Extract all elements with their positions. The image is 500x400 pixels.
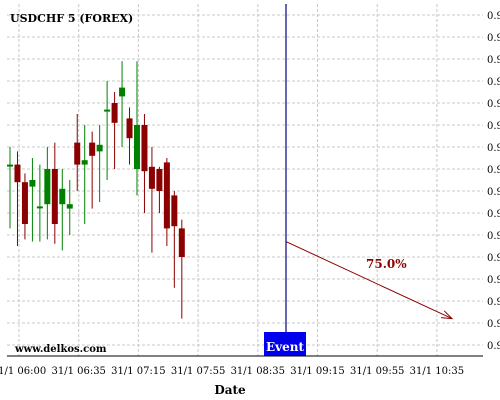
- candle-body: [51, 169, 58, 224]
- candle-body: [89, 142, 96, 156]
- x-tick-label: 31/1 06:35: [51, 366, 105, 377]
- y-tick-label: 0.9710: [487, 121, 500, 132]
- x-tick-label: 31/1 08:35: [231, 366, 285, 377]
- grid: [7, 4, 483, 356]
- y-tick-label: 0.9711: [487, 99, 500, 110]
- y-tick-label: 0.9714: [487, 33, 500, 44]
- event-overlay: Event 75.0%: [264, 4, 454, 356]
- x-axis-label: Date: [214, 383, 246, 397]
- x-tick-label: 31/1 09:15: [290, 366, 344, 377]
- watermark: www.delkos.com: [14, 344, 107, 355]
- y-tick-label: 0.9712: [487, 77, 500, 88]
- candles: [7, 61, 185, 319]
- candle-body: [59, 188, 66, 205]
- y-tick-label: 0.9701: [487, 319, 500, 330]
- candle-body: [21, 182, 28, 224]
- y-tick-label: 0.9702: [487, 297, 500, 308]
- candle-body: [96, 144, 103, 152]
- y-tick-label: 0.9708: [487, 165, 500, 176]
- chart-title: USDCHF 5 (FOREX): [10, 12, 133, 25]
- candle-body: [104, 109, 111, 112]
- candle-body: [178, 228, 185, 257]
- candle-body: [119, 87, 126, 97]
- y-tick-label: 0.9713: [487, 55, 500, 66]
- candle-body: [36, 206, 43, 209]
- projection-percent-label: 75.0%: [366, 257, 407, 271]
- candle-body: [133, 125, 140, 169]
- event-box[interactable]: [264, 332, 306, 356]
- y-tick-label: 0.9705: [487, 231, 500, 242]
- y-axis-ticks: 0.9700 0.9701 0.9702 0.9703 0.9704 0.9705 0.97…: [487, 11, 500, 352]
- candle-body: [141, 125, 148, 172]
- candle-body: [29, 180, 36, 187]
- projection-arrowhead: [440, 310, 454, 320]
- x-tick-label: 31/1 06:00: [0, 366, 46, 377]
- y-tick-label: 0.9706: [487, 209, 500, 220]
- candle-body: [81, 160, 88, 165]
- candle-body: [111, 103, 118, 123]
- y-tick-label: 0.9709: [487, 143, 500, 154]
- y-tick-label: 0.9700: [487, 341, 500, 352]
- y-tick-label: 0.9704: [487, 253, 500, 264]
- candle-body: [148, 166, 155, 189]
- candle-body: [126, 118, 133, 139]
- candle-body: [44, 169, 51, 205]
- candle-body: [66, 204, 73, 209]
- candle-body: [14, 164, 21, 183]
- y-tick-label: 0.9707: [487, 187, 500, 198]
- projection-line: [285, 241, 453, 320]
- event-label: Event: [266, 340, 304, 354]
- candle-body: [7, 164, 13, 167]
- candle-body: [74, 142, 81, 165]
- candle-body: [156, 169, 163, 191]
- x-axis-ticks: 31/1 06:00 31/1 06:35 31/1 07:15 31/1 07:55…: [0, 366, 464, 377]
- y-tick-label: 0.9703: [487, 275, 500, 286]
- candle-body: [171, 195, 178, 227]
- x-tick-label: 31/1 09:55: [350, 366, 404, 377]
- candle-body: [163, 162, 170, 229]
- y-tick-label: 0.9715: [487, 11, 500, 22]
- x-tick-label: 31/1 10:35: [410, 366, 464, 377]
- x-tick-label: 31/1 07:55: [171, 366, 225, 377]
- x-tick-label: 31/1 07:15: [111, 366, 165, 377]
